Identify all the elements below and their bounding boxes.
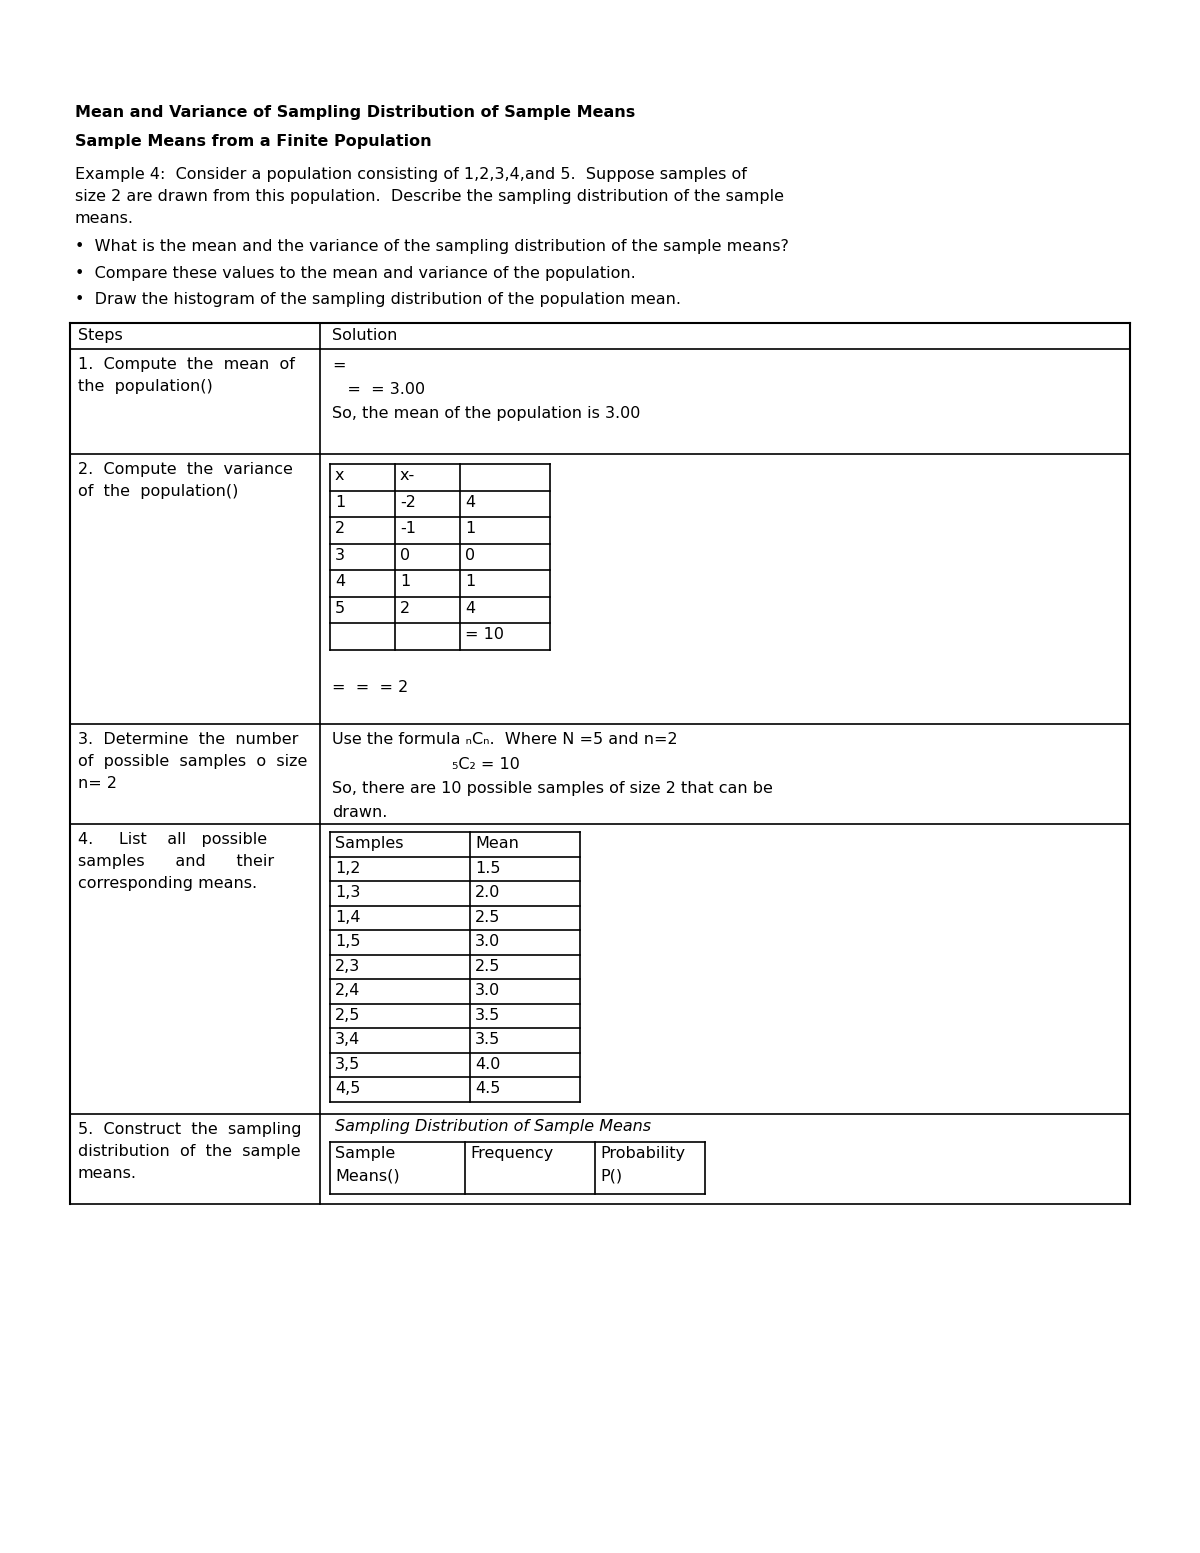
Text: =: = <box>332 357 346 373</box>
Text: Means(): Means() <box>335 1168 400 1183</box>
Text: samples      and      their: samples and their <box>78 854 274 870</box>
Text: 1,5: 1,5 <box>335 935 360 949</box>
Text: 1,4: 1,4 <box>335 910 360 926</box>
Text: 2,3: 2,3 <box>335 958 360 974</box>
Text: 1: 1 <box>400 575 410 590</box>
Text: P(): P() <box>600 1168 622 1183</box>
Text: Steps: Steps <box>78 328 122 343</box>
Text: 3.0: 3.0 <box>475 983 500 999</box>
Text: 4: 4 <box>466 495 475 509</box>
Text: 2: 2 <box>400 601 410 617</box>
Text: 1: 1 <box>466 575 475 590</box>
Text: Mean and Variance of Sampling Distribution of Sample Means: Mean and Variance of Sampling Distributi… <box>74 106 635 120</box>
Text: 3.  Determine  the  number: 3. Determine the number <box>78 733 299 747</box>
Text: Frequency: Frequency <box>470 1146 553 1162</box>
Text: x-: x- <box>400 469 415 483</box>
Text: Probability: Probability <box>600 1146 685 1162</box>
Text: 3.5: 3.5 <box>475 1008 500 1023</box>
Text: means.: means. <box>78 1166 137 1182</box>
Text: 4.5: 4.5 <box>475 1081 500 1096</box>
Text: 1,3: 1,3 <box>335 885 360 901</box>
Text: 0: 0 <box>466 548 475 562</box>
Text: 3,4: 3,4 <box>335 1033 360 1047</box>
Text: -1: -1 <box>400 522 416 536</box>
Text: •  Compare these values to the mean and variance of the population.: • Compare these values to the mean and v… <box>74 266 636 281</box>
Text: 1.  Compute  the  mean  of: 1. Compute the mean of <box>78 357 295 373</box>
Text: 5: 5 <box>335 601 346 617</box>
Text: -2: -2 <box>400 495 416 509</box>
Text: Sample Means from a Finite Population: Sample Means from a Finite Population <box>74 134 432 149</box>
Text: •  Draw the histogram of the sampling distribution of the population mean.: • Draw the histogram of the sampling dis… <box>74 292 682 307</box>
Text: 4,5: 4,5 <box>335 1081 360 1096</box>
Text: =  = 3.00: = = 3.00 <box>332 382 425 396</box>
Text: 3.5: 3.5 <box>475 1033 500 1047</box>
Text: Sampling Distribution of Sample Means: Sampling Distribution of Sample Means <box>335 1120 652 1134</box>
Text: 2.0: 2.0 <box>475 885 500 901</box>
Text: 2.  Compute  the  variance: 2. Compute the variance <box>78 463 293 477</box>
Text: 4: 4 <box>335 575 346 590</box>
Text: corresponding means.: corresponding means. <box>78 876 257 891</box>
Text: x: x <box>335 469 344 483</box>
Text: Samples: Samples <box>335 837 403 851</box>
Text: 2,5: 2,5 <box>335 1008 360 1023</box>
Text: 2,4: 2,4 <box>335 983 360 999</box>
Text: Use the formula ₙCₙ.  Where N =5 and n=2: Use the formula ₙCₙ. Where N =5 and n=2 <box>332 733 678 747</box>
Text: of  the  population(): of the population() <box>78 485 239 500</box>
Text: So, there are 10 possible samples of size 2 that can be: So, there are 10 possible samples of siz… <box>332 781 773 795</box>
Text: 3,5: 3,5 <box>335 1058 360 1072</box>
Text: Solution: Solution <box>332 328 397 343</box>
Text: =  =  = 2: = = = 2 <box>332 680 408 694</box>
Text: 2.5: 2.5 <box>475 910 500 926</box>
Text: 4: 4 <box>466 601 475 617</box>
Text: Sample: Sample <box>335 1146 395 1162</box>
Text: distribution  of  the  sample: distribution of the sample <box>78 1145 301 1160</box>
Text: 1: 1 <box>466 522 475 536</box>
Text: size 2 are drawn from this population.  Describe the sampling distribution of th: size 2 are drawn from this population. D… <box>74 188 784 203</box>
Text: n= 2: n= 2 <box>78 776 116 792</box>
Text: Example 4:  Consider a population consisting of 1,2,3,4,and 5.  Suppose samples : Example 4: Consider a population consist… <box>74 166 746 182</box>
Text: 3: 3 <box>335 548 346 562</box>
Text: 1: 1 <box>335 495 346 509</box>
Text: Mean: Mean <box>475 837 518 851</box>
Text: 1.5: 1.5 <box>475 860 500 876</box>
Text: of  possible  samples  o  size: of possible samples o size <box>78 755 307 769</box>
Text: 2.5: 2.5 <box>475 958 500 974</box>
Text: drawn.: drawn. <box>332 804 388 820</box>
Text: So, the mean of the population is 3.00: So, the mean of the population is 3.00 <box>332 405 641 421</box>
Text: the  population(): the population() <box>78 379 212 394</box>
Text: 3.0: 3.0 <box>475 935 500 949</box>
Text: 2: 2 <box>335 522 346 536</box>
Text: 5.  Construct  the  sampling: 5. Construct the sampling <box>78 1123 301 1137</box>
Text: 0: 0 <box>400 548 410 562</box>
Text: ₅C₂ = 10: ₅C₂ = 10 <box>452 756 520 772</box>
Text: •  What is the mean and the variance of the sampling distribution of the sample : • What is the mean and the variance of t… <box>74 239 788 255</box>
Text: = 10: = 10 <box>466 627 504 643</box>
Text: 1,2: 1,2 <box>335 860 360 876</box>
Text: means.: means. <box>74 211 134 225</box>
Text: 4.     List    all   possible: 4. List all possible <box>78 832 268 848</box>
Text: 4.0: 4.0 <box>475 1058 500 1072</box>
